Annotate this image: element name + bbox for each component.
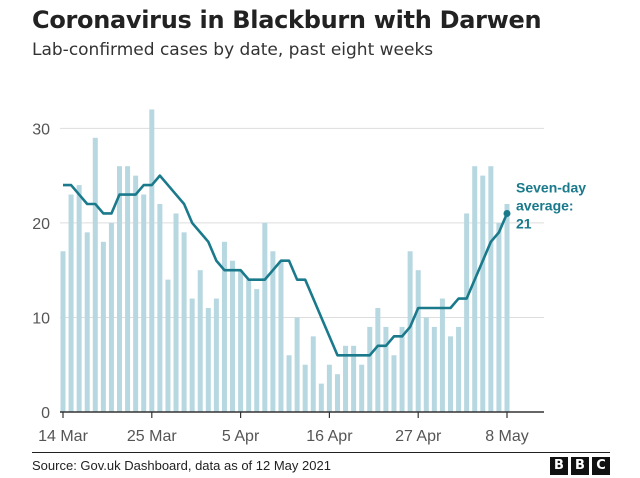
case-bar xyxy=(367,326,373,412)
grid-lines xyxy=(60,127,544,318)
case-bar xyxy=(205,308,211,412)
y-tick-label: 10 xyxy=(32,310,50,327)
x-tick-label: 25 Mar xyxy=(127,428,177,445)
annotation-line-1: Seven-day xyxy=(516,179,586,195)
case-bar xyxy=(68,194,74,412)
y-tick-label: 30 xyxy=(32,121,50,138)
case-bar xyxy=(221,241,227,412)
case-bar xyxy=(302,364,308,412)
chart-title: Coronavirus in Blackburn with Darwen xyxy=(32,6,542,34)
case-bar xyxy=(480,175,486,412)
case-bar xyxy=(254,289,260,412)
case-bar xyxy=(423,317,429,412)
case-bar xyxy=(456,326,462,412)
annotation-line-2: average: xyxy=(516,197,574,213)
bar-series xyxy=(60,109,510,413)
y-axis-labels: 0 10 20 30 xyxy=(32,121,50,422)
case-bar xyxy=(407,251,413,412)
case-bar xyxy=(351,345,357,412)
x-tick-label: 27 Apr xyxy=(395,428,442,445)
case-bar xyxy=(431,326,437,412)
y-tick-label: 0 xyxy=(41,405,50,422)
case-bar xyxy=(197,270,203,412)
source-note: Source: Gov.uk Dashboard, data as of 12 … xyxy=(32,458,331,473)
x-tick-label: 8 May xyxy=(485,428,529,445)
case-bar xyxy=(149,109,155,413)
logo-letter: B xyxy=(571,457,589,475)
case-bar xyxy=(100,241,106,412)
case-bar xyxy=(262,222,268,412)
case-bar xyxy=(399,326,405,412)
case-bar xyxy=(270,251,276,412)
logo-letter: B xyxy=(550,457,568,475)
footer-divider xyxy=(32,452,610,453)
chart-canvas: 0 10 20 30 14 Mar 25 Mar 5 Apr 16 Apr 27 Apr 8 M… xyxy=(32,109,586,445)
case-bar xyxy=(334,374,340,412)
seven-day-average-line xyxy=(63,174,509,357)
case-bar xyxy=(173,213,179,412)
case-bar xyxy=(464,213,470,412)
case-bar xyxy=(92,137,98,412)
case-bar xyxy=(238,270,244,412)
bbc-logo: B B C xyxy=(550,457,610,475)
x-axis: 14 Mar 25 Mar 5 Apr 16 Apr 27 Apr 8 May xyxy=(38,412,529,445)
case-bar xyxy=(318,383,324,412)
case-bar xyxy=(504,204,510,412)
case-bar xyxy=(472,166,478,412)
annotation-line-3: 21 xyxy=(516,215,532,231)
case-bar xyxy=(60,251,66,412)
case-bar xyxy=(117,166,123,412)
case-bar xyxy=(286,355,292,412)
y-tick-label: 20 xyxy=(32,216,50,233)
case-bar xyxy=(189,298,195,412)
chart-subtitle: Lab-confirmed cases by date, past eight … xyxy=(32,40,434,60)
case-bar xyxy=(278,260,284,412)
average-end-point xyxy=(503,209,511,217)
case-bar xyxy=(76,185,82,412)
case-bar xyxy=(359,364,365,412)
case-bar xyxy=(141,194,147,412)
case-bar xyxy=(246,279,252,412)
case-bar xyxy=(133,175,139,412)
x-tick-label: 16 Apr xyxy=(306,428,353,445)
case-bar xyxy=(310,336,316,412)
case-bar xyxy=(391,355,397,412)
case-bar xyxy=(294,317,300,412)
case-bar xyxy=(496,222,502,412)
case-bar xyxy=(447,336,453,412)
case-bar xyxy=(415,270,421,412)
case-bar xyxy=(230,260,236,412)
case-bar xyxy=(157,204,163,412)
logo-letter: C xyxy=(592,457,610,475)
case-bar xyxy=(165,279,171,412)
case-bar xyxy=(213,298,219,412)
case-bar xyxy=(375,308,381,412)
average-annotation: Seven-day average: 21 xyxy=(516,179,586,231)
case-bar xyxy=(181,232,187,412)
x-tick-label: 5 Apr xyxy=(222,428,260,445)
case-bar xyxy=(84,232,90,412)
case-bar xyxy=(108,222,114,412)
case-bar xyxy=(343,345,349,412)
x-tick-label: 14 Mar xyxy=(38,428,88,445)
case-bar xyxy=(125,166,131,412)
case-bar xyxy=(488,166,494,412)
case-bar xyxy=(383,326,389,412)
case-bar xyxy=(439,298,445,412)
case-bar xyxy=(326,364,332,412)
